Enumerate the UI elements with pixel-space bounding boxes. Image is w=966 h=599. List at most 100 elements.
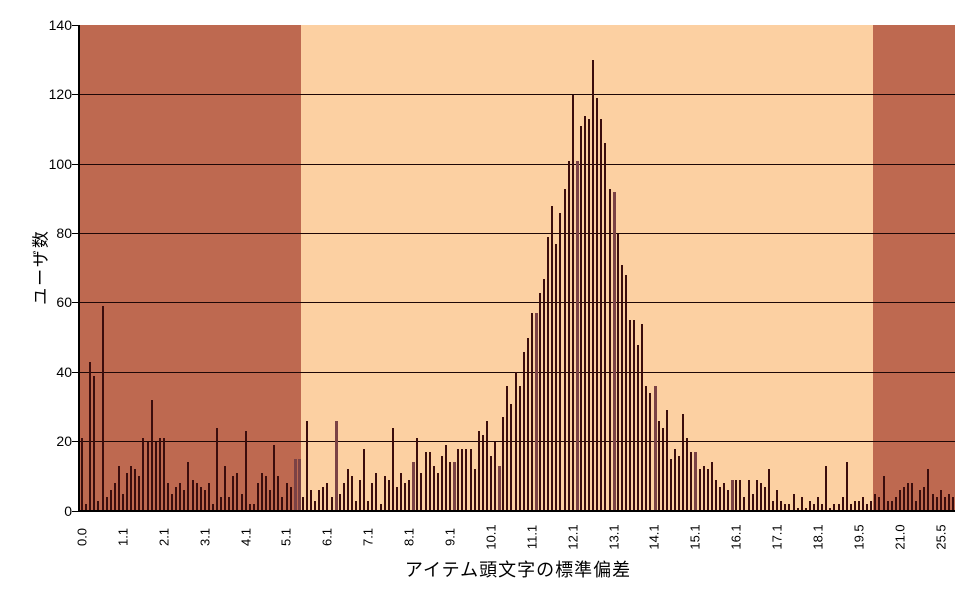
bar xyxy=(911,483,914,511)
bar xyxy=(261,472,263,511)
x-axis-line xyxy=(78,510,955,512)
bar xyxy=(665,410,668,511)
bar xyxy=(330,497,333,511)
bar xyxy=(416,438,419,511)
bar xyxy=(179,483,182,511)
bar xyxy=(400,472,403,511)
bar xyxy=(915,500,918,511)
bar xyxy=(633,320,636,511)
bar xyxy=(379,504,382,511)
bar xyxy=(367,500,370,511)
bar xyxy=(919,490,922,511)
bar xyxy=(772,500,775,511)
bar xyxy=(522,351,525,511)
bar xyxy=(939,490,942,511)
y-tick-40 xyxy=(72,371,78,373)
bar xyxy=(244,431,247,511)
bar xyxy=(134,469,137,511)
y-tick-100 xyxy=(72,163,78,165)
y-tick-label: 60 xyxy=(56,294,72,311)
bar xyxy=(608,188,611,511)
bar xyxy=(882,476,885,511)
bar xyxy=(453,462,457,511)
x-tick-label: 16.1 xyxy=(728,524,744,550)
y-tick-label: 100 xyxy=(48,155,72,172)
bar xyxy=(175,486,178,511)
bar xyxy=(387,479,390,511)
bar xyxy=(412,462,416,511)
x-tick-label: 9.1 xyxy=(442,527,458,547)
bar xyxy=(821,504,824,511)
bar xyxy=(579,126,582,511)
bar xyxy=(817,497,820,511)
bar xyxy=(874,493,877,511)
bar xyxy=(784,504,787,511)
y-tick-label: 80 xyxy=(56,225,72,242)
bar xyxy=(183,490,186,511)
bar xyxy=(232,476,235,511)
bar xyxy=(473,469,476,511)
bar xyxy=(661,427,664,511)
x-tick-label: 4.1 xyxy=(238,527,254,547)
x-tick-label: 12.1 xyxy=(565,524,581,550)
x-tick-label: 5.1 xyxy=(278,527,294,547)
bar xyxy=(833,504,836,511)
bar xyxy=(506,386,509,511)
bar xyxy=(191,479,194,511)
x-tick-label: 2.1 xyxy=(156,527,172,547)
bar xyxy=(907,483,910,511)
bar xyxy=(870,500,873,511)
x-tick-label: 19.5 xyxy=(851,524,867,550)
bar xyxy=(265,476,268,511)
y-tick-label: 140 xyxy=(48,17,72,33)
x-tick-label: 21.0 xyxy=(892,524,908,550)
bar xyxy=(424,452,427,511)
bar xyxy=(297,459,301,511)
bar xyxy=(465,448,468,511)
y-tick-60 xyxy=(72,302,78,304)
gridline-40 xyxy=(80,371,955,373)
bar xyxy=(445,445,447,511)
bar xyxy=(461,448,464,511)
y-tick-label: 40 xyxy=(56,363,72,380)
bar xyxy=(600,119,603,511)
bar xyxy=(293,459,297,511)
bar xyxy=(706,469,709,511)
bar xyxy=(391,427,394,511)
bar xyxy=(322,486,325,511)
bar xyxy=(943,497,946,511)
background-zone-0 xyxy=(80,25,301,511)
x-tick-label: 11.1 xyxy=(524,524,540,550)
bar xyxy=(698,469,701,511)
y-tick-label: 0 xyxy=(64,502,72,519)
bar xyxy=(326,483,329,511)
bar xyxy=(669,459,672,511)
bar xyxy=(162,438,165,511)
bar xyxy=(277,476,280,511)
bar xyxy=(220,497,223,511)
bar xyxy=(187,462,190,511)
bar xyxy=(305,420,308,511)
bar xyxy=(216,427,219,511)
bar xyxy=(228,497,231,511)
bar xyxy=(310,490,313,511)
bar xyxy=(555,244,558,511)
bar xyxy=(314,500,317,511)
bar xyxy=(763,486,766,511)
bar xyxy=(776,490,779,511)
bar xyxy=(575,160,579,511)
bar xyxy=(543,278,546,511)
bar xyxy=(338,493,341,511)
bar xyxy=(739,479,742,511)
bar xyxy=(211,504,214,511)
bar xyxy=(199,486,202,511)
bar xyxy=(252,504,255,511)
gridline-80 xyxy=(80,233,955,235)
gridline-100 xyxy=(80,163,955,165)
bar xyxy=(620,264,623,511)
bar xyxy=(755,479,758,511)
x-tick-label: 7.1 xyxy=(360,527,376,547)
bar xyxy=(334,420,338,511)
bar xyxy=(224,465,227,511)
bar xyxy=(142,438,145,511)
